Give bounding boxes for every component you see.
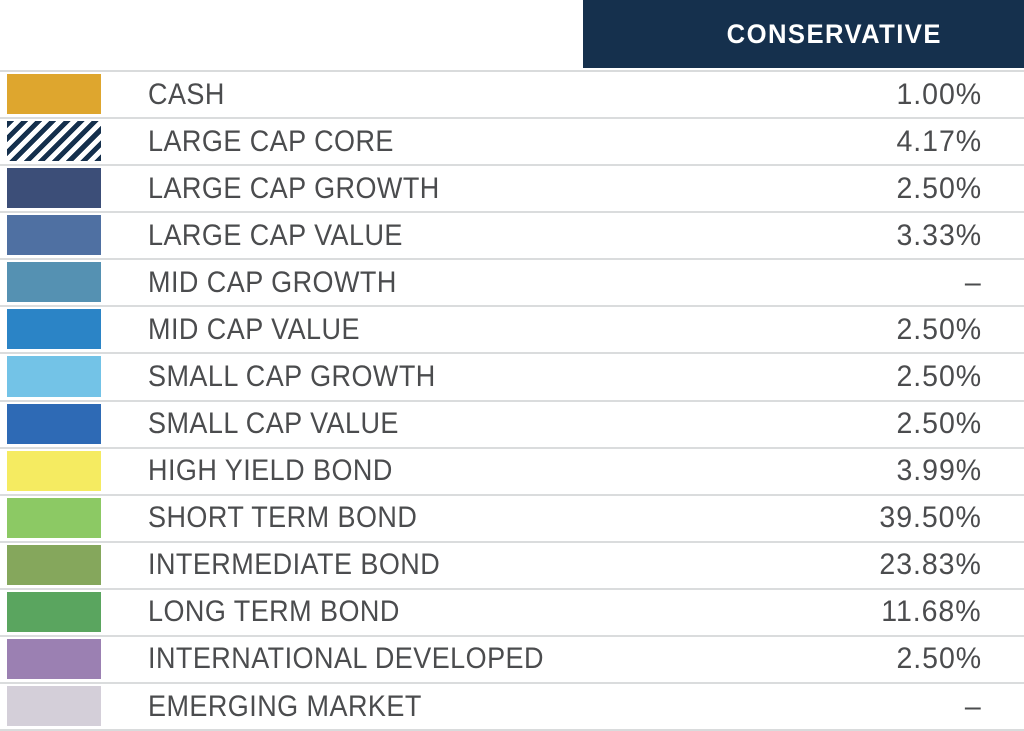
row-content: CASH 1.00% [105,72,1024,117]
table-row: LARGE CAP CORE 4.17% [0,119,1024,167]
table-row: LARGE CAP VALUE 3.33% [0,213,1024,261]
asset-color-swatch [7,544,101,585]
table-row: SMALL CAP GROWTH 2.50% [0,354,1024,402]
row-content: SMALL CAP GROWTH 2.50% [105,354,1024,399]
asset-color-swatch [7,309,101,350]
asset-label: INTERNATIONAL DEVELOPED [148,642,544,676]
asset-color-swatch [7,497,101,538]
row-content: LARGE CAP GROWTH 2.50% [105,166,1024,211]
allocation-value: 3.33% [896,218,982,252]
asset-color-swatch [7,168,101,209]
allocation-value: 39.50% [879,501,982,535]
allocation-rows: CASH 1.00% LARGE CAP CORE 4.17% LARGE CA… [0,70,1024,731]
table-row: LARGE CAP GROWTH 2.50% [0,166,1024,214]
asset-label: SHORT TERM BOND [148,501,418,535]
row-content: SHORT TERM BOND 39.50% [105,496,1024,541]
asset-label: LARGE CAP CORE [148,124,394,158]
row-content: INTERMEDIATE BOND 23.83% [105,543,1024,588]
asset-color-swatch [7,74,101,115]
asset-color-swatch [7,591,101,632]
table-row: LONG TERM BOND 11.68% [0,589,1024,637]
asset-label: MID CAP VALUE [148,312,360,346]
row-content: EMERGING MARKET – [105,684,1024,729]
row-content: INTERNATIONAL DEVELOPED 2.50% [105,637,1024,682]
allocation-value: 2.50% [896,360,982,393]
asset-color-swatch [7,262,101,303]
allocation-value: 4.17% [896,124,982,158]
row-content: MID CAP GROWTH – [105,260,1024,305]
allocation-value: 2.50% [896,407,982,441]
asset-label: MID CAP GROWTH [148,265,397,299]
row-content: LARGE CAP VALUE 3.33% [105,213,1024,258]
row-content: LARGE CAP CORE 4.17% [105,119,1024,164]
asset-color-swatch [7,403,101,444]
conservative-column-header-label: CONSERVATIVE [726,18,943,49]
asset-label: SMALL CAP GROWTH [148,360,436,393]
asset-label: SMALL CAP VALUE [148,407,399,441]
row-content: SMALL CAP VALUE 2.50% [105,402,1024,447]
asset-label: CASH [148,77,225,111]
table-row: SMALL CAP VALUE 2.50% [0,401,1024,449]
asset-color-swatch-hatched [7,121,101,162]
asset-color-swatch [7,356,101,397]
table-row: EMERGING MARKET – [0,684,1024,731]
table-row: HIGH YIELD BOND 3.99% [0,448,1024,496]
table-row: MID CAP VALUE 2.50% [0,307,1024,355]
asset-color-swatch [7,686,101,727]
table-row: INTERNATIONAL DEVELOPED 2.50% [0,636,1024,685]
allocation-value: 1.00% [896,77,982,111]
row-content: LONG TERM BOND 11.68% [105,590,1024,635]
allocation-value: 2.50% [896,171,982,205]
allocation-value: – [965,265,982,299]
table-row: INTERMEDIATE BOND 23.83% [0,542,1024,590]
asset-color-swatch [7,215,101,256]
table-row: CASH 1.00% [0,72,1024,120]
table-row: MID CAP GROWTH – [0,260,1024,308]
allocation-value: 2.50% [896,312,982,346]
asset-label: LARGE CAP GROWTH [148,171,440,205]
allocation-value: – [965,689,982,723]
asset-label: EMERGING MARKET [148,689,422,723]
allocation-value: 3.99% [896,454,982,488]
row-content: HIGH YIELD BOND 3.99% [105,449,1024,494]
asset-label: LARGE CAP VALUE [148,218,403,252]
row-content: MID CAP VALUE 2.50% [105,307,1024,352]
allocation-value: 23.83% [879,548,982,582]
allocation-value: 11.68% [881,595,982,629]
allocation-value: 2.50% [896,642,982,676]
asset-color-swatch [7,638,101,680]
asset-label: LONG TERM BOND [148,595,400,629]
asset-label: INTERMEDIATE BOND [148,548,441,582]
table-row: SHORT TERM BOND 39.50% [0,495,1024,543]
asset-label: HIGH YIELD BOND [148,454,393,488]
conservative-column-header: CONSERVATIVE [583,0,1024,68]
asset-color-swatch [7,450,101,491]
